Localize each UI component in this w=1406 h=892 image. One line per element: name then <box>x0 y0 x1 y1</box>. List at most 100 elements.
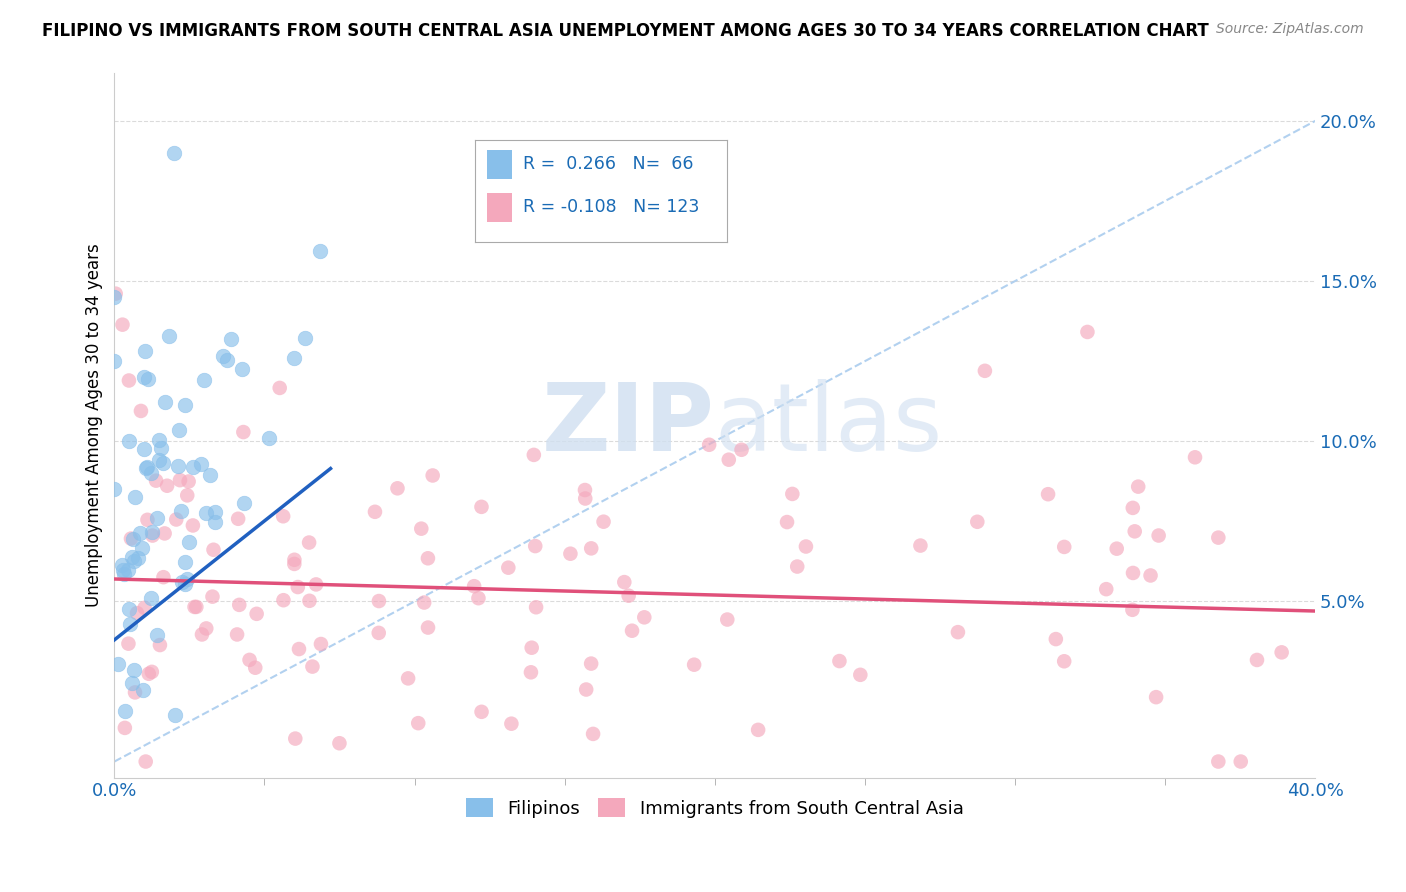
Point <box>1139 568 1161 582</box>
Point <box>1147 528 1170 542</box>
Point <box>152 570 174 584</box>
Point <box>613 575 636 590</box>
Point <box>117 637 139 651</box>
Point <box>416 621 439 635</box>
Point <box>124 554 146 568</box>
Point <box>226 512 249 526</box>
Point <box>328 736 350 750</box>
Point <box>135 461 157 475</box>
Point <box>139 591 162 606</box>
Point <box>145 628 167 642</box>
Point <box>124 490 146 504</box>
Point <box>136 371 159 385</box>
Point <box>271 509 294 524</box>
Point <box>716 613 738 627</box>
Point <box>118 434 141 449</box>
Point <box>520 640 543 655</box>
Point <box>1144 690 1167 705</box>
Point <box>367 626 389 640</box>
Point <box>198 467 221 482</box>
Point <box>138 666 160 681</box>
Point <box>1246 653 1268 667</box>
Point <box>574 483 596 497</box>
Point <box>120 616 142 631</box>
Point <box>617 589 640 603</box>
Point <box>202 542 225 557</box>
Point <box>186 599 208 614</box>
Legend: Filipinos, Immigrants from South Central Asia: Filipinos, Immigrants from South Central… <box>458 791 970 825</box>
Point <box>416 551 439 566</box>
Point <box>1208 755 1230 769</box>
Point <box>170 503 193 517</box>
Point <box>117 563 139 577</box>
Point <box>183 599 205 614</box>
Point <box>232 496 254 510</box>
Point <box>288 642 311 657</box>
Point <box>520 665 543 680</box>
Point <box>782 487 804 501</box>
Point <box>103 483 125 497</box>
Point <box>127 550 149 565</box>
Point <box>141 525 163 540</box>
Point <box>157 328 180 343</box>
Point <box>1036 487 1059 501</box>
Point <box>387 481 409 495</box>
Point <box>136 460 159 475</box>
Point <box>730 442 752 457</box>
Point <box>283 351 305 365</box>
Point <box>122 533 145 547</box>
Point <box>1121 603 1143 617</box>
Point <box>1122 500 1144 515</box>
Point <box>149 638 172 652</box>
Point <box>683 657 706 672</box>
Point <box>1053 654 1076 668</box>
Point <box>1208 531 1230 545</box>
Point <box>1122 566 1144 580</box>
Point <box>910 539 932 553</box>
Text: Source: ZipAtlas.com: Source: ZipAtlas.com <box>1216 22 1364 37</box>
Text: ZIP: ZIP <box>541 379 714 471</box>
Point <box>786 559 808 574</box>
Point <box>592 515 614 529</box>
Point <box>183 460 205 475</box>
Point <box>221 332 243 346</box>
Point <box>153 395 176 409</box>
Point <box>966 515 988 529</box>
Point <box>946 625 969 640</box>
Point <box>1053 540 1076 554</box>
Point <box>560 547 582 561</box>
Point <box>129 404 152 418</box>
Point <box>193 373 215 387</box>
Point <box>406 716 429 731</box>
Point <box>524 600 547 615</box>
Point <box>828 654 851 668</box>
Point <box>166 458 188 473</box>
Point <box>294 331 316 345</box>
Point <box>232 425 254 439</box>
Point <box>195 622 218 636</box>
Point <box>103 290 125 304</box>
Point <box>308 244 330 259</box>
Point <box>128 526 150 541</box>
Text: atlas: atlas <box>714 379 943 471</box>
Point <box>124 685 146 699</box>
Point <box>120 532 142 546</box>
Point <box>309 637 332 651</box>
Point <box>368 594 391 608</box>
Point <box>776 515 799 529</box>
Point <box>141 528 163 542</box>
Point <box>150 442 173 456</box>
Point <box>134 442 156 456</box>
Point <box>156 479 179 493</box>
Point <box>107 657 129 671</box>
Point <box>145 474 167 488</box>
Point <box>1045 632 1067 646</box>
Point <box>204 505 226 519</box>
Point <box>176 488 198 502</box>
Point <box>148 433 170 447</box>
Point <box>121 549 143 564</box>
Point <box>152 456 174 470</box>
Text: FILIPINO VS IMMIGRANTS FROM SOUTH CENTRAL ASIA UNEMPLOYMENT AMONG AGES 30 TO 34 : FILIPINO VS IMMIGRANTS FROM SOUTH CENTRA… <box>42 22 1209 40</box>
Point <box>131 541 153 555</box>
Point <box>145 510 167 524</box>
